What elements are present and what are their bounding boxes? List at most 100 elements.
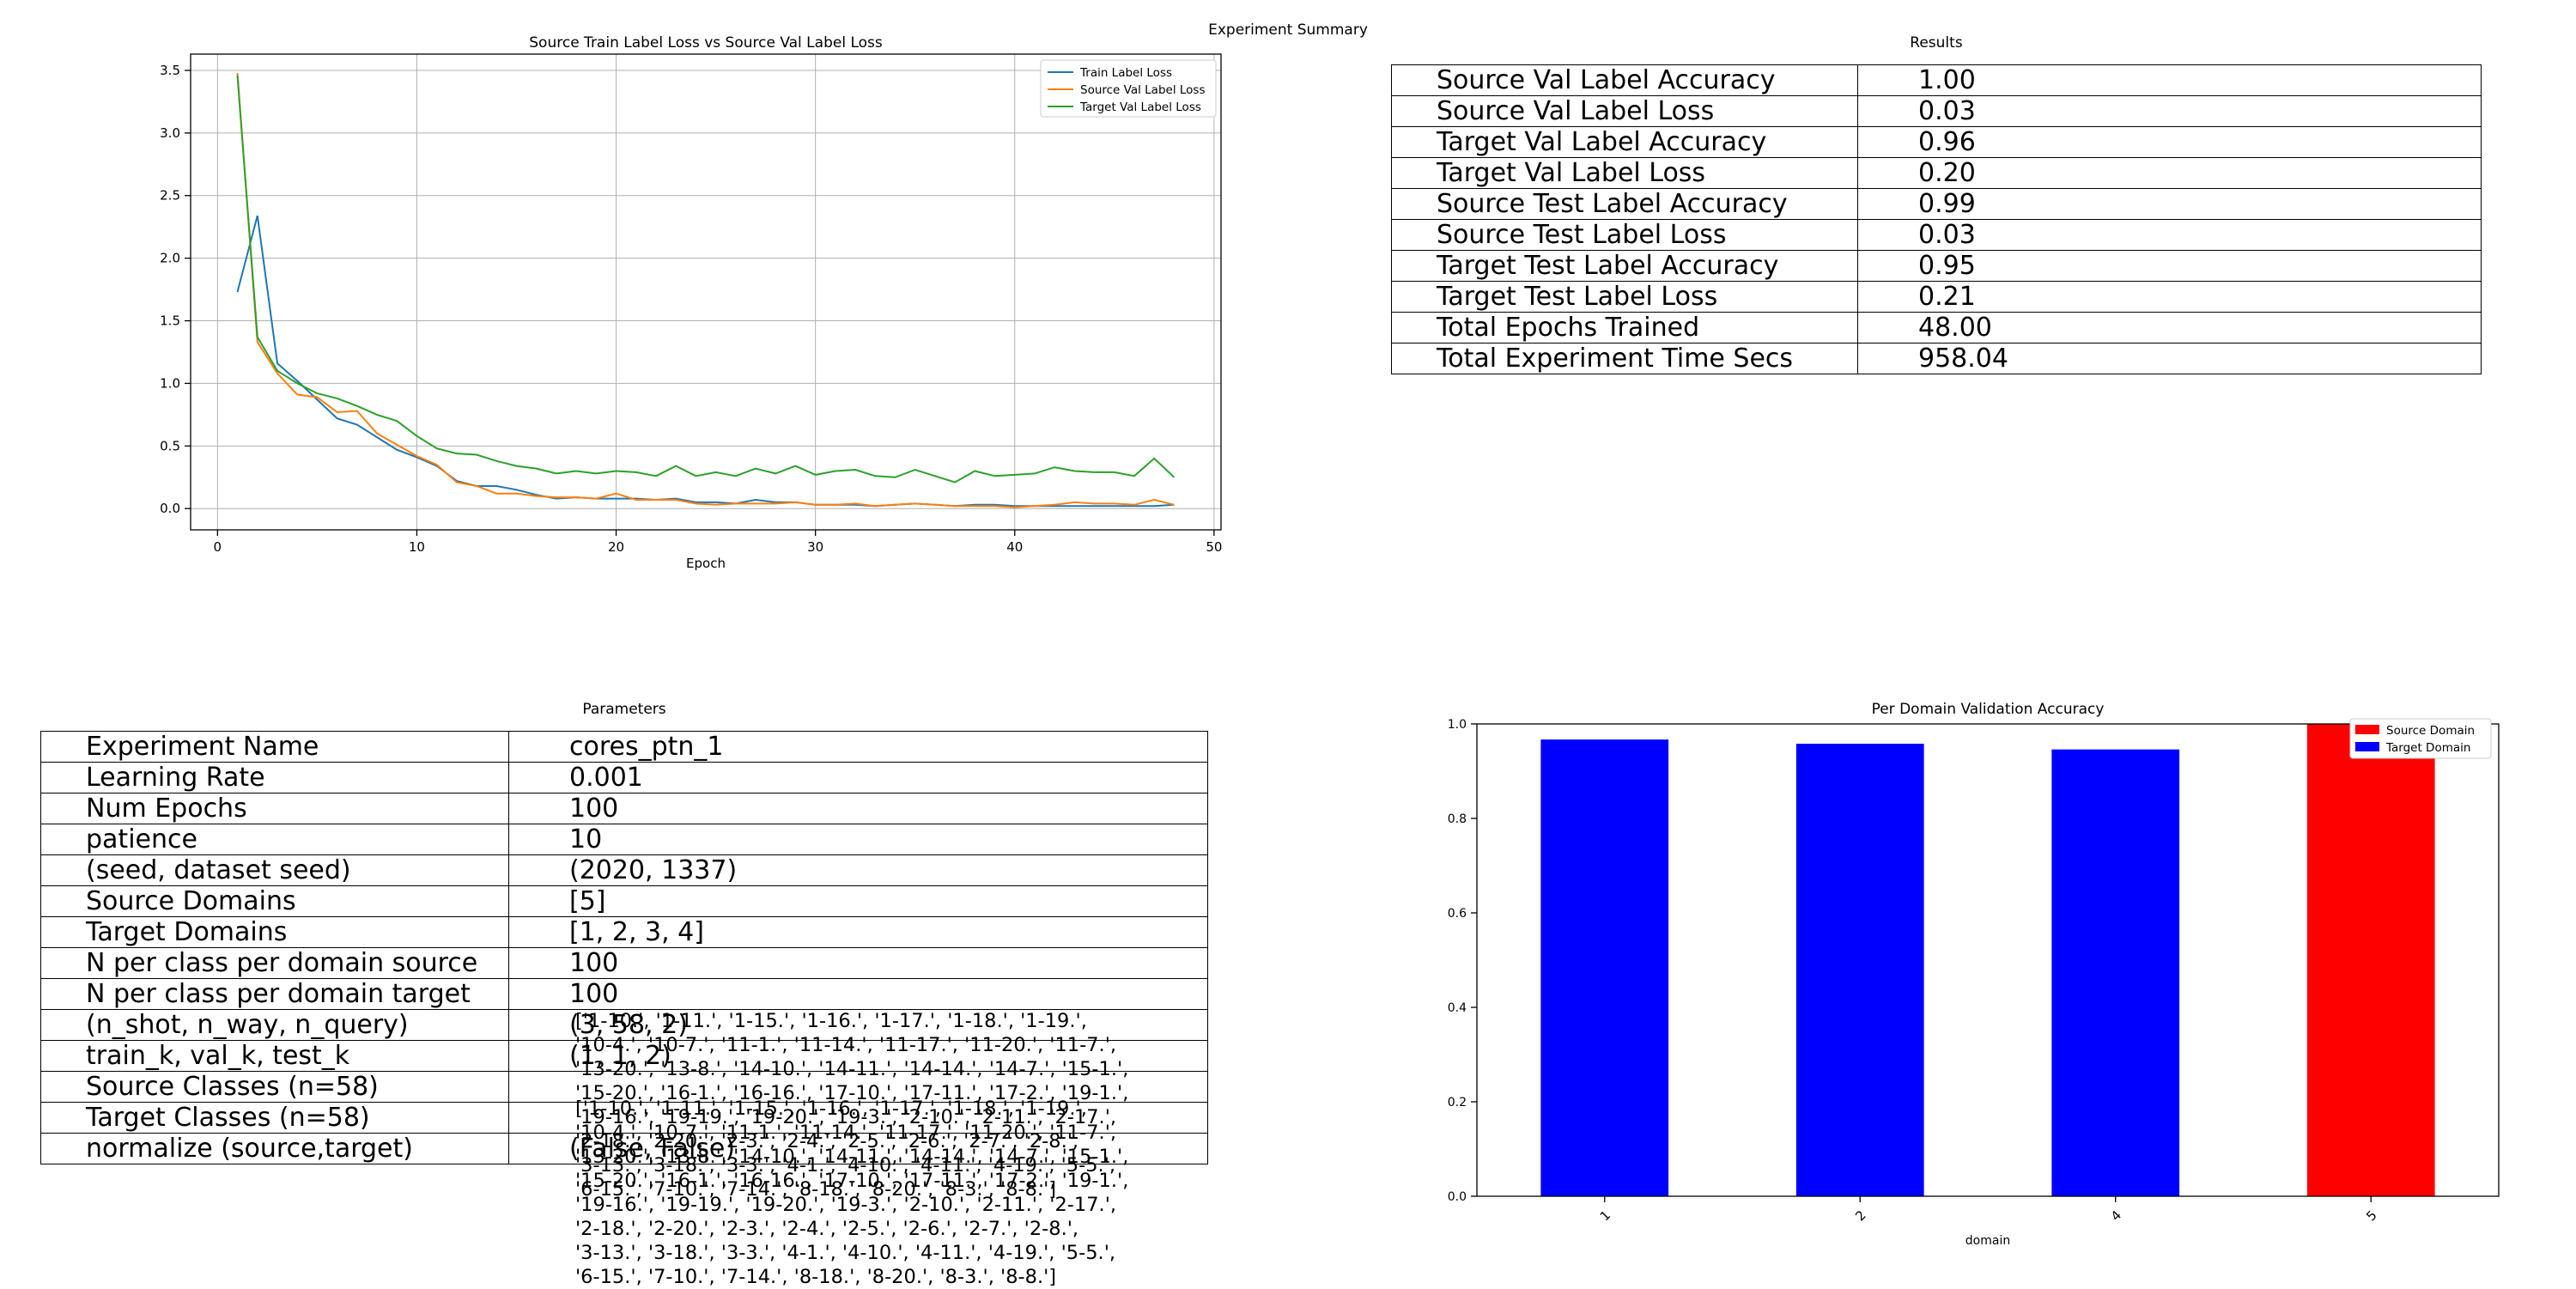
results-row: Total Epochs Trained 48.00: [1391, 312, 2482, 344]
parameter-name: Learning Rate: [40, 762, 509, 793]
results-row: Target Test Label Loss 0.21: [1391, 281, 2482, 313]
domain-accuracy-chart: 0.0 0.2 0.4 0.6 0.8 1.0 1 2 4 5 domain Source Domai…: [1448, 718, 2500, 1248]
result-name: Target Val Label Accuracy: [1391, 126, 1858, 158]
parameters-row: patience 10: [40, 824, 1208, 855]
parameter-value: 100: [508, 978, 1208, 1010]
parameter-value: 10: [508, 824, 1208, 855]
result-value: 0.03: [1857, 219, 2482, 251]
parameters-row: Experiment Name cores_ptn_1: [40, 731, 1208, 763]
result-value: 48.00: [1857, 312, 2482, 344]
parameter-value: (2020, 1337): [508, 854, 1208, 886]
legend-label: Target Domain: [2385, 741, 2470, 755]
y-tick-label: 0.5: [160, 438, 180, 453]
y-tick-label: 0.6: [1448, 907, 1467, 921]
parameter-name: normalize (source,target): [40, 1133, 509, 1164]
result-name: Source Test Label Loss: [1391, 219, 1858, 251]
y-tick-label: 0.4: [1448, 1001, 1467, 1015]
legend-box: [1040, 59, 1217, 118]
legend-label: Train Label Loss: [1079, 66, 1172, 80]
parameter-name: Target Classes (n=58): [40, 1102, 509, 1134]
x-tick-label: 30: [807, 539, 823, 555]
parameters-row: Num Epochs 100: [40, 793, 1208, 824]
experiment-summary-title: Experiment Summary: [1208, 21, 1368, 39]
parameters-row: Learning Rate 0.001: [40, 762, 1208, 793]
plot-area: [191, 54, 1221, 530]
domain-bar: [1795, 744, 1924, 1196]
parameter-name: Num Epochs: [40, 793, 509, 824]
y-tick-label: 2.5: [160, 188, 180, 204]
result-value: 958.04: [1857, 343, 2482, 374]
class-list-line: '19-16.', '19-19.', '19-20.', '19-3.', '…: [575, 1194, 1117, 1216]
results-row: Target Test Label Accuracy 0.95: [1391, 250, 2482, 282]
y-tick-label: 0.0: [1448, 1190, 1467, 1204]
results-row: Source Val Label Accuracy 1.00: [1391, 64, 2482, 96]
results-row: Source Test Label Loss 0.03: [1391, 219, 2482, 251]
parameters-row: N per class per domain target 100: [40, 978, 1208, 1010]
domain-bar: [2306, 724, 2435, 1196]
results-title: Results: [1910, 34, 1963, 52]
result-value: 1.00: [1857, 64, 2482, 96]
x-tick-label: 2: [1852, 1207, 1868, 1224]
results-row: Total Experiment Time Secs 958.04: [1391, 343, 2482, 374]
parameter-name: train_k, val_k, test_k: [40, 1040, 509, 1072]
result-value: 0.20: [1857, 157, 2482, 189]
result-name: Source Val Label Loss: [1391, 95, 1858, 127]
parameter-name: Source Domains: [40, 885, 509, 917]
y-tick-label: 0.2: [1448, 1096, 1467, 1110]
parameter-value: (3, 58, 2): [508, 1009, 1208, 1041]
x-tick-label: 1: [1597, 1207, 1613, 1224]
series-line: [236, 75, 1176, 483]
loss-chart-title: Source Train Label Loss vs Source Val La…: [529, 34, 883, 52]
y-tick-label: 0.0: [160, 501, 180, 516]
result-value: 0.99: [1857, 188, 2482, 220]
parameters-row: Source Domains [5]: [40, 885, 1208, 917]
parameter-name: Experiment Name: [40, 731, 509, 763]
results-row: Source Test Label Accuracy 0.99: [1391, 188, 2482, 220]
series-line: [236, 215, 1175, 508]
class-list-line: '6-15.', '7-10.', '7-14.', '8-18.', '8-2…: [575, 1178, 1057, 1201]
parameter-value: 0.001: [508, 762, 1208, 793]
class-list-line: '6-15.', '7-10.', '7-14.', '8-18.', '8-2…: [575, 1266, 1057, 1288]
legend-box: [2349, 718, 2492, 759]
parameter-name: N per class per domain target: [40, 978, 509, 1010]
x-axis-label: Epoch: [686, 556, 726, 571]
y-tick-label: 3.5: [160, 63, 180, 78]
result-name: Total Experiment Time Secs: [1391, 343, 1858, 374]
x-tick-label: 0: [214, 539, 222, 555]
plot-frame: [1476, 723, 2500, 1197]
result-name: Target Test Label Loss: [1391, 281, 1858, 313]
parameter-value: 100: [508, 947, 1208, 979]
x-tick-label: 50: [1206, 539, 1222, 555]
result-name: Total Epochs Trained: [1391, 312, 1858, 344]
parameter-name: (seed, dataset seed): [40, 854, 509, 886]
class-list-line: '3-13.', '3-18.', '3-3.', '4-1.', '4-10.…: [575, 1242, 1116, 1264]
plot-frame: [190, 53, 1222, 531]
result-value: 0.96: [1857, 126, 2482, 158]
parameter-name: N per class per domain source: [40, 947, 509, 979]
legend-label: Source Val Label Loss: [1080, 83, 1205, 97]
class-list-line: '2-18.', '2-20.', '2-3.', '2-4.', '2-5.'…: [575, 1218, 1079, 1240]
results-row: Target Val Label Accuracy 0.96: [1391, 126, 2482, 158]
parameters-row: train_k, val_k, test_k (1, 1, 2): [40, 1040, 1208, 1072]
results-table: Source Val Label Accuracy 1.00 Source Val …: [1391, 64, 2482, 374]
parameters-title: Parameters: [582, 701, 666, 718]
result-name: Source Val Label Accuracy: [1391, 64, 1858, 96]
domain-chart-title: Per Domain Validation Accuracy: [1871, 701, 2105, 718]
y-tick-label: 1.5: [160, 313, 180, 329]
result-name: Target Val Label Loss: [1391, 157, 1858, 189]
parameters-table: Experiment Name cores_ptn_1 Learning Rate 0…: [40, 731, 1208, 1164]
parameters-row: (n_shot, n_way, n_query) (3, 58, 2): [40, 1009, 1208, 1041]
parameter-name: Source Classes (n=58): [40, 1071, 509, 1103]
x-axis-label: domain: [1965, 1234, 2010, 1248]
parameter-name: (n_shot, n_way, n_query): [40, 1009, 509, 1041]
result-value: 0.21: [1857, 281, 2482, 313]
parameters-row: N per class per domain source 100: [40, 947, 1208, 979]
domain-bar: [2051, 749, 2180, 1196]
parameters-row: Target Classes (n=58): [40, 1102, 1208, 1134]
y-tick-label: 0.8: [1448, 812, 1467, 826]
y-tick-label: 1.0: [160, 375, 180, 391]
parameter-value: (1, 1, 2): [508, 1040, 1208, 1072]
x-tick-label: 5: [2363, 1207, 2379, 1224]
parameters-row: (seed, dataset seed) (2020, 1337): [40, 854, 1208, 886]
parameter-value: [1, 2, 3, 4]: [508, 916, 1208, 948]
